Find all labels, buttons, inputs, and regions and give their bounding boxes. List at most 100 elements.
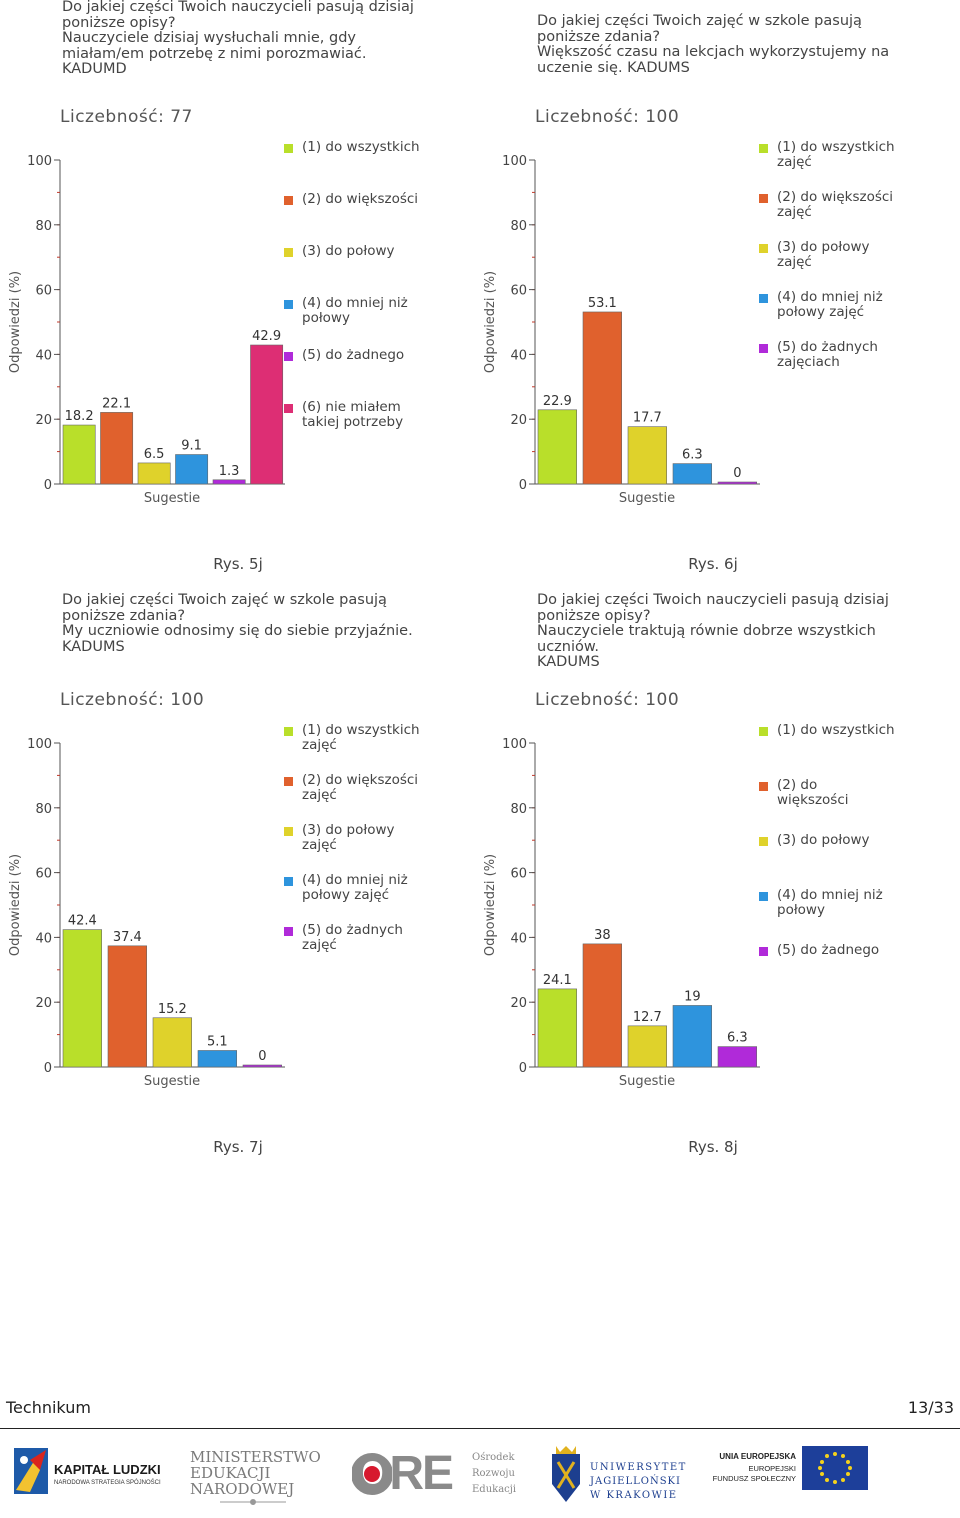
legend-label: (1) do wszystkich	[777, 722, 895, 738]
x-axis-label: Sugestie	[144, 1074, 200, 1089]
legend-swatch	[759, 892, 768, 901]
bar	[582, 311, 623, 485]
y-tick-label: 60	[35, 284, 52, 299]
y-tick-label: 60	[510, 284, 527, 299]
eu-line-3: FUNDUSZ SPOŁECZNY	[712, 1474, 796, 1483]
men-line-1: MINISTERSTWO	[190, 1448, 321, 1466]
bar	[175, 454, 209, 485]
legend-label: (3) do połowy	[777, 832, 870, 848]
legend-swatch	[284, 927, 293, 936]
ore-line-3: Edukacji	[472, 1484, 517, 1495]
ore-logo: ORE Ośrodek Rozwoju Edukacji	[350, 1440, 530, 1510]
legend-swatch	[759, 837, 768, 846]
eu-flag-icon	[802, 1446, 868, 1490]
kapital-ludzki-emblem-icon	[14, 1448, 48, 1494]
figure-caption: Rys. 8j	[688, 1138, 738, 1156]
uj-line-1: UNIWERSYTET	[590, 1462, 687, 1473]
legend-swatch	[759, 194, 768, 203]
bar-value-label: 5.1	[207, 1034, 228, 1049]
legend-swatch	[284, 196, 293, 205]
bar-value-label: 22.1	[102, 396, 131, 411]
chart-count: Liczebność: 100	[535, 690, 680, 710]
kapital-ludzki-logo: KAPITAŁ LUDZKI NARODOWA STRATEGIA SPÓJNO…	[10, 1440, 170, 1510]
legend-label: (2) do większości	[777, 777, 849, 808]
footer-school-type: Technikum	[6, 1398, 91, 1417]
legend-label: (4) do mniej niż połowy	[302, 295, 408, 326]
chart-count: Liczebność: 77	[60, 107, 193, 127]
uj-logo: UNIWERSYTET JAGIELLOŃSKI W KRAKOWIE	[548, 1440, 688, 1510]
y-tick-label: 20	[510, 413, 527, 428]
legend-label: (6) nie miałem takiej potrzeby	[302, 399, 404, 430]
y-axis-label: Odpowiedzi (%)	[8, 271, 23, 373]
y-tick-label: 80	[510, 802, 527, 817]
bar-chart: 0 20 40 60 80 100 Odpowiedzi (%) Sugestie 42.4 37…	[8, 737, 285, 1089]
bar-value-label: 38	[594, 928, 611, 943]
legend-swatch	[284, 300, 293, 309]
legend-label: (4) do mniej niż połowy zajęć	[302, 872, 408, 903]
chart-title: Do jakiej części Twoich zajęć w szkole p…	[62, 592, 413, 655]
y-tick-label: 0	[519, 478, 527, 493]
bar-value-label: 0	[733, 466, 741, 481]
chart-count: Liczebność: 100	[60, 690, 205, 710]
bar-value-label: 1.3	[219, 464, 240, 479]
legend-label: (4) do mniej niż połowy zajęć	[777, 289, 883, 320]
y-axis-label: Odpowiedzi (%)	[483, 271, 498, 373]
bar-value-label: 15.2	[158, 1002, 187, 1017]
men-underline-icon	[220, 1499, 286, 1505]
bar	[250, 344, 284, 485]
y-tick-label: 40	[510, 348, 527, 363]
chart-title: Do jakiej części Twoich nauczycieli pasu…	[62, 0, 414, 77]
bar-value-label: 19	[684, 989, 701, 1004]
y-tick-label: 40	[510, 931, 527, 946]
footer-divider	[0, 1428, 960, 1429]
legend-swatch	[284, 352, 293, 361]
bar	[627, 1025, 668, 1068]
y-tick-label: 20	[35, 996, 52, 1011]
y-tick-label: 100	[27, 154, 52, 169]
bar-chart: 0 20 40 60 80 100 Odpowiedzi (%) Sugestie 22.9 53…	[483, 154, 760, 506]
legend-label: (5) do żadnego	[302, 347, 405, 363]
bar	[242, 1064, 283, 1068]
y-axis-label: Odpowiedzi (%)	[8, 854, 23, 956]
bar-chart: 0 20 40 60 80 100 Odpowiedzi (%) Sugestie 18.2 22…	[8, 154, 285, 506]
bar	[152, 1017, 193, 1068]
bar-chart: 0 20 40 60 80 100 Odpowiedzi (%) Sugestie 24.1 38…	[483, 737, 760, 1089]
y-tick-label: 100	[502, 154, 527, 169]
legend-label: (1) do wszystkich zajęć	[302, 722, 420, 753]
bar	[672, 463, 713, 485]
y-tick-label: 60	[510, 867, 527, 882]
bar	[537, 409, 578, 485]
bar-value-label: 17.7	[633, 411, 662, 426]
bar	[100, 412, 134, 485]
ore-line-1: Ośrodek	[472, 1452, 515, 1463]
legend-label: (3) do połowy zajęć	[777, 239, 870, 270]
chart-rys-7j: Do jakiej części Twoich zajęć w szkole p…	[0, 583, 470, 1143]
legend-label: (4) do mniej niż połowy	[777, 887, 883, 918]
chart-rys-5j: Do jakiej części Twoich nauczycieli pasu…	[0, 0, 470, 560]
bar-value-label: 37.4	[113, 930, 142, 945]
bar-value-label: 42.4	[68, 914, 97, 929]
legend-label: (5) do żadnego	[777, 942, 880, 958]
legend-swatch	[284, 727, 293, 736]
bar	[582, 943, 623, 1068]
bar	[197, 1050, 238, 1068]
bar-value-label: 12.7	[633, 1010, 662, 1025]
legend-swatch	[759, 344, 768, 353]
y-tick-label: 0	[519, 1061, 527, 1076]
bar	[627, 426, 668, 485]
men-logo: MINISTERSTWO EDUKACJI NARODOWEJ	[190, 1440, 321, 1510]
y-tick-label: 20	[35, 413, 52, 428]
ore-circle-icon	[352, 1453, 392, 1495]
bar-value-label: 42.9	[252, 329, 281, 344]
legend-swatch	[284, 248, 293, 257]
ore-line-2: Rozwoju	[472, 1468, 515, 1479]
kapital-ludzki-title: KAPITAŁ LUDZKI	[54, 1462, 161, 1477]
eu-line-2: EUROPEJSKI	[748, 1464, 796, 1473]
uj-line-2: JAGIELLOŃSKI	[590, 1476, 681, 1487]
bar-value-label: 6.3	[682, 448, 703, 463]
men-line-3: NARODOWEJ	[190, 1480, 295, 1498]
bar-value-label: 9.1	[181, 439, 202, 454]
legend-label: (5) do żadnych zajęciach	[777, 339, 878, 370]
y-tick-label: 80	[510, 219, 527, 234]
y-tick-label: 100	[27, 737, 52, 752]
